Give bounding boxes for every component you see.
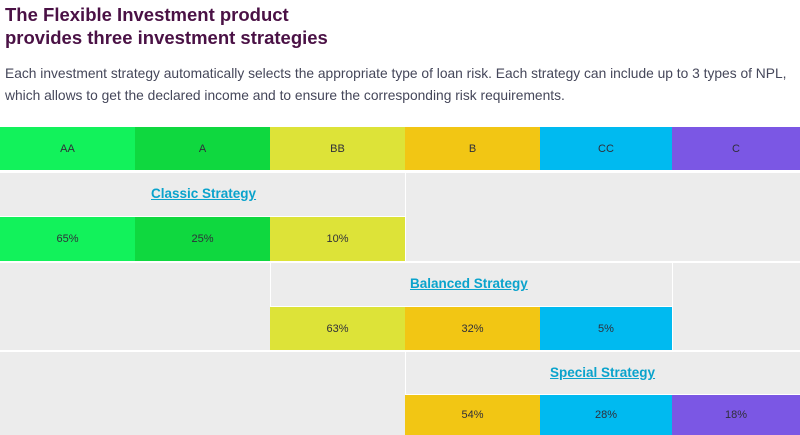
risk-header-label: BB [330,142,345,155]
balanced-value-b: 32% [405,307,540,350]
risk-header-label: C [732,142,740,155]
title-line-2: provides three investment strategies [5,27,328,48]
risk-header-cc: CC [540,127,672,170]
balanced-empty-left [0,263,270,350]
special-value-cc: 28% [540,395,672,435]
strategy-table: AA A BB B CC C Classic Strategy 65% 25% … [0,127,800,435]
special-empty-left [0,352,405,435]
classic-strategy-link[interactable]: Classic Strategy [151,186,257,201]
special-strategy-link[interactable]: Special Strategy [550,365,656,380]
special-value-c: 18% [672,395,800,435]
risk-header-label: A [198,142,207,155]
description-line-1: Each investment strategy automatically s… [5,66,787,81]
risk-header-label: CC [598,142,614,155]
balanced-value-bb: 63% [270,307,405,350]
classic-strategy-band [0,173,405,216]
balanced-strategy-band [270,263,672,306]
risk-header-label: AA [60,142,75,155]
balanced-strategy-link[interactable]: Balanced Strategy [410,276,528,291]
risk-header-label: B [468,142,477,155]
risk-header-b: B [405,127,540,170]
balanced-empty-right [672,263,800,350]
risk-header-aa: AA [0,127,135,170]
classic-value-aa: 65% [0,217,135,261]
balanced-value-cc: 5% [540,307,672,350]
description: Each investment strategy automatically s… [5,63,795,107]
classic-value-a: 25% [135,217,270,261]
risk-header-a: A [135,127,270,170]
title-line-1: The Flexible Investment product [5,4,289,25]
risk-header-c: C [672,127,800,170]
special-strategy-band [405,352,800,394]
classic-empty-area [405,173,800,261]
divider [405,173,406,261]
divider [270,263,271,350]
description-line-2: which allows to get the declared income … [5,88,565,103]
page-title: The Flexible Investment product provides… [5,3,405,49]
special-value-b: 54% [405,395,540,435]
divider [405,352,406,435]
divider [672,263,673,350]
risk-header-bb: BB [270,127,405,170]
classic-value-bb: 10% [270,217,405,261]
